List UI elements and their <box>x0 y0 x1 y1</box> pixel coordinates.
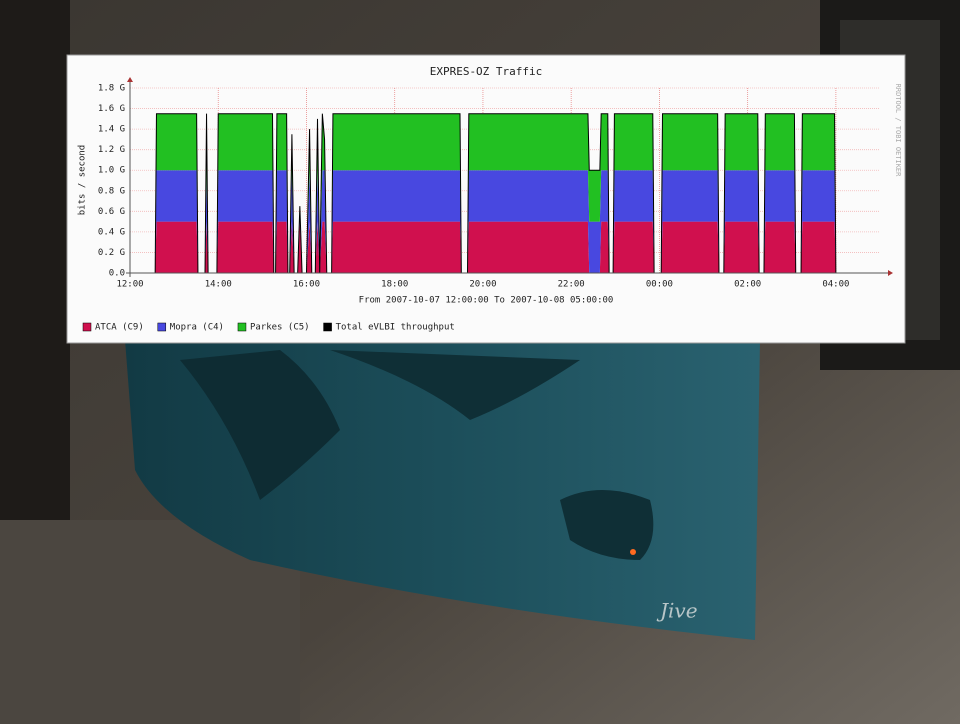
x-tick-label: 14:00 <box>205 280 232 290</box>
y-axis-label: bits / second <box>78 145 88 215</box>
legend-swatch <box>323 322 332 332</box>
map-light <box>630 549 636 555</box>
area <box>130 221 836 273</box>
y-tick-label: 0.2 G <box>98 248 125 258</box>
legend-label: Total eVLBI throughput <box>336 323 455 333</box>
y-tick-label: 0.0 <box>109 269 125 279</box>
logo-text: Jive <box>656 599 698 623</box>
chart-title: EXPRES-OZ Traffic <box>430 65 543 78</box>
legend-label: Parkes (C5) <box>250 323 310 333</box>
legend-label: ATCA (C9) <box>95 323 144 333</box>
y-tick-label: 1.0 G <box>98 166 125 176</box>
x-tick-label: 04:00 <box>822 280 849 290</box>
x-tick-label: 02:00 <box>734 280 761 290</box>
axis-arrow <box>888 270 893 276</box>
y-tick-label: 1.2 G <box>98 145 125 155</box>
y-tick-label: 0.8 G <box>98 186 125 196</box>
side-note: RRDTOOL / TOBI OETIKER <box>894 84 902 178</box>
map-land <box>180 350 340 500</box>
y-tick-label: 1.8 G <box>98 84 125 94</box>
x-tick-label: 00:00 <box>646 280 673 290</box>
x-tick-label: 22:00 <box>558 280 585 290</box>
legend: ATCA (C9) Mopra (C4) Parkes (C5) Total eVLB… <box>82 322 455 333</box>
legend-label: Mopra (C4) <box>170 323 224 333</box>
area <box>130 170 836 273</box>
x-tick-label: 18:00 <box>381 280 408 290</box>
map-land <box>560 490 654 560</box>
x-tick-label: 12:00 <box>116 280 143 290</box>
y-tick-label: 1.6 G <box>98 104 125 114</box>
y-tick-label: 0.6 G <box>98 207 125 217</box>
map-land <box>330 350 580 420</box>
axis-arrow <box>127 77 133 82</box>
y-tick-label: 0.4 G <box>98 227 125 237</box>
x-tick-label: 20:00 <box>469 280 496 290</box>
plot <box>130 113 837 274</box>
legend-swatch <box>157 322 167 332</box>
y-tick-label: 1.4 G <box>98 125 125 135</box>
x-axis-label: From 2007-10-07 12:00:00 To 2007-10-08 0… <box>359 296 614 306</box>
legend-swatch <box>82 322 92 332</box>
legend-swatch <box>237 322 247 332</box>
axes: 0.0 0.2 G 0.4 G 0.6 G 0.8 G 1.0 G 1.2 G 1.4 G 1.… <box>98 77 893 290</box>
x-tick-label: 16:00 <box>293 280 320 290</box>
